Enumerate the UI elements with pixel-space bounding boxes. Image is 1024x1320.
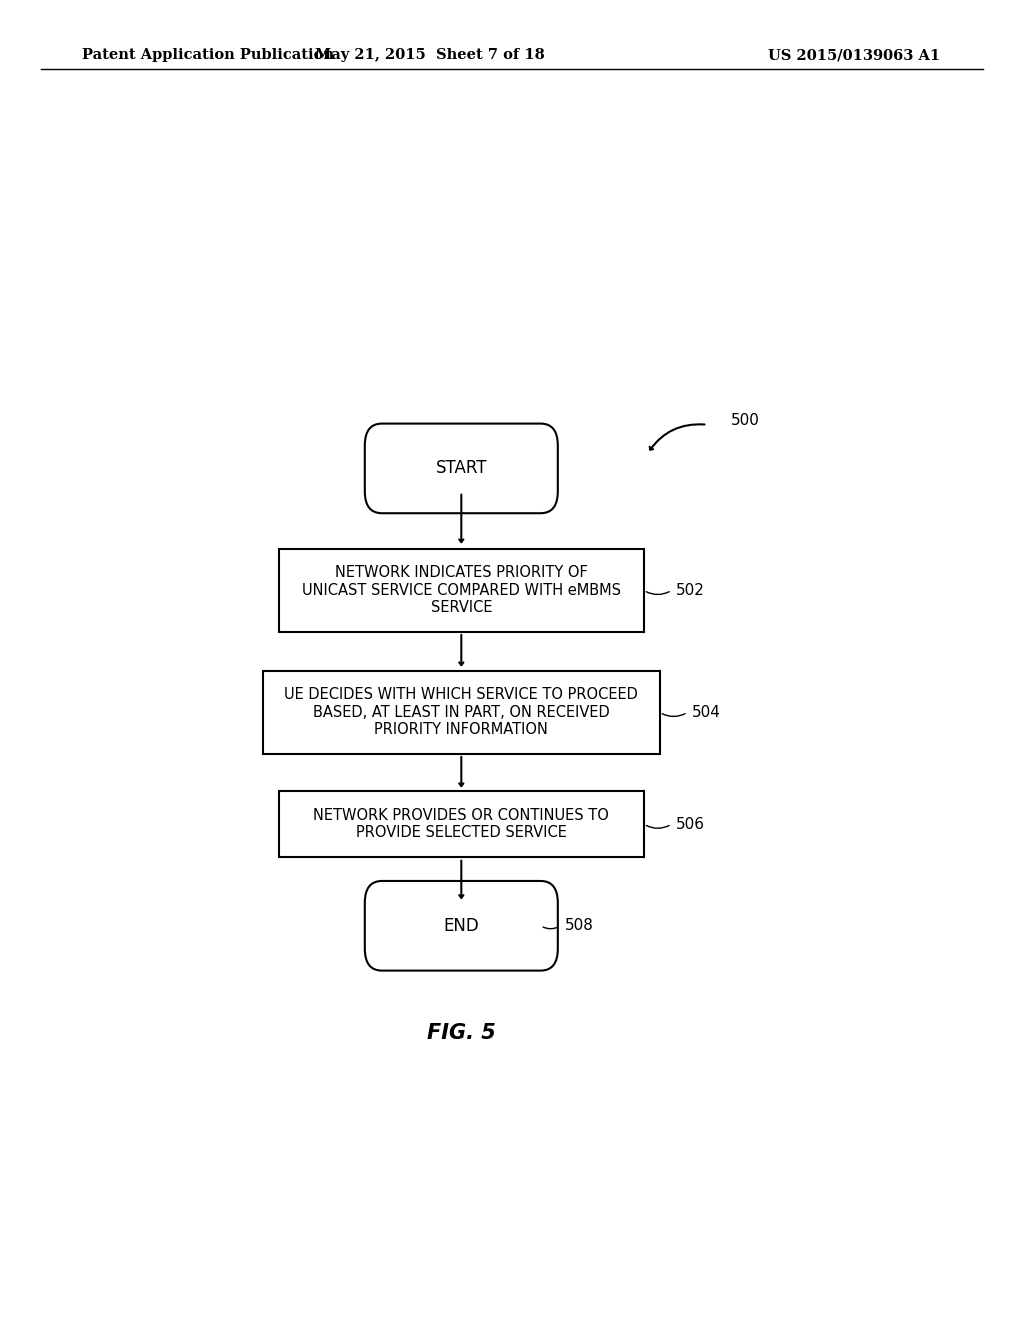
Text: 508: 508 [564,919,593,933]
Text: US 2015/0139063 A1: US 2015/0139063 A1 [768,49,940,62]
FancyBboxPatch shape [263,671,659,754]
Text: START: START [435,459,487,478]
Text: NETWORK INDICATES PRIORITY OF
UNICAST SERVICE COMPARED WITH eMBMS
SERVICE: NETWORK INDICATES PRIORITY OF UNICAST SE… [302,565,621,615]
Text: UE DECIDES WITH WHICH SERVICE TO PROCEED
BASED, AT LEAST IN PART, ON RECEIVED
PR: UE DECIDES WITH WHICH SERVICE TO PROCEED… [285,688,638,738]
Text: NETWORK PROVIDES OR CONTINUES TO
PROVIDE SELECTED SERVICE: NETWORK PROVIDES OR CONTINUES TO PROVIDE… [313,808,609,841]
FancyBboxPatch shape [365,880,558,970]
Text: Patent Application Publication: Patent Application Publication [82,49,334,62]
Text: 502: 502 [676,583,705,598]
Text: May 21, 2015  Sheet 7 of 18: May 21, 2015 Sheet 7 of 18 [315,49,545,62]
Text: 506: 506 [676,817,705,832]
FancyBboxPatch shape [279,549,644,632]
Text: END: END [443,917,479,935]
FancyBboxPatch shape [365,424,558,513]
Text: 500: 500 [731,413,760,428]
FancyBboxPatch shape [279,791,644,857]
Text: 504: 504 [691,705,720,719]
Text: FIG. 5: FIG. 5 [427,1023,496,1043]
